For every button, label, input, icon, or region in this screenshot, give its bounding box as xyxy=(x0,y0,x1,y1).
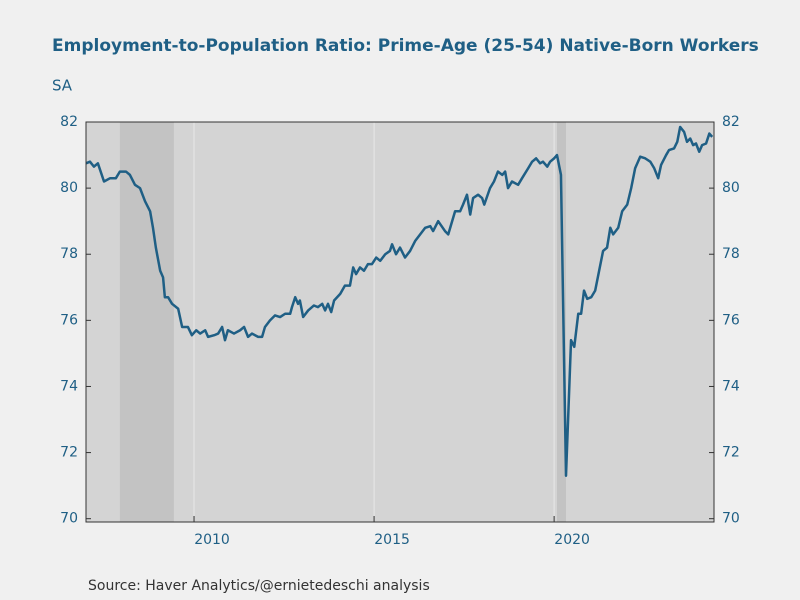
y-tick-label: 76 xyxy=(60,312,78,328)
y2-tick-label: 72 xyxy=(722,445,740,461)
y-tick-label: 82 xyxy=(60,114,78,130)
y2-tick-label: 76 xyxy=(722,312,740,328)
x-tick-label: 2020 xyxy=(554,532,590,548)
recession-shade xyxy=(557,122,567,522)
chart-title: Employment-to-Population Ratio: Prime-Ag… xyxy=(52,36,759,56)
y-tick-label: 80 xyxy=(60,180,78,196)
plot-area xyxy=(86,122,714,522)
y2-tick-label: 74 xyxy=(722,378,740,394)
recession-shade xyxy=(119,122,174,522)
y2-tick-label: 78 xyxy=(722,246,740,262)
y2-tick-label: 70 xyxy=(722,511,740,527)
source-note: Source: Haver Analytics/@ernietedeschi a… xyxy=(88,578,430,594)
y2-tick-label: 80 xyxy=(722,180,740,196)
y2-tick-label: 82 xyxy=(722,114,740,130)
plot-frame xyxy=(85,121,715,523)
y-tick-label: 72 xyxy=(60,445,78,461)
x-tick-label: 2015 xyxy=(374,532,410,548)
y-tick-label: 70 xyxy=(60,511,78,527)
y-tick-label: 78 xyxy=(60,246,78,262)
x-tick-label: 2010 xyxy=(194,532,230,548)
data-line xyxy=(85,125,714,477)
chart-subtitle: SA xyxy=(52,77,73,95)
y-tick-label: 74 xyxy=(60,378,78,394)
